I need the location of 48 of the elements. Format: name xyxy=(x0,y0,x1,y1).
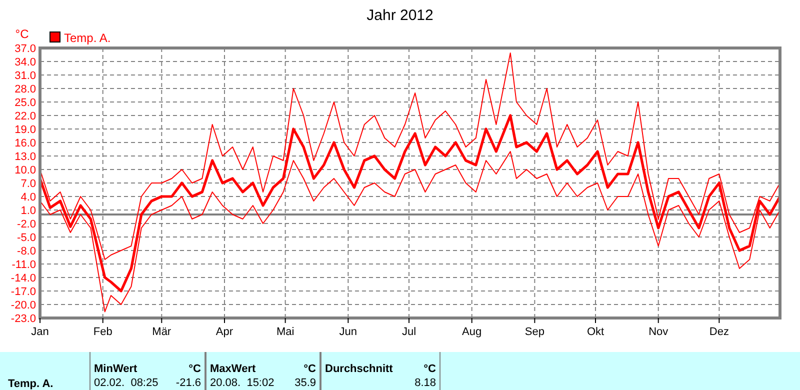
y-tick-label: -5.0 xyxy=(17,232,36,244)
y-tick-label: 28.0 xyxy=(14,84,36,96)
x-tick-label: Mär xyxy=(152,326,172,338)
y-tick-label: 25.0 xyxy=(14,97,36,109)
y-tick-label: 1.0 xyxy=(20,205,36,217)
text: -21.6 xyxy=(176,377,201,389)
text: Temp. A. xyxy=(8,378,54,390)
y-tick-label: 4.0 xyxy=(20,192,36,204)
text: 20.08. 15:02 xyxy=(210,377,274,389)
chart-title: Jahr 2012 xyxy=(366,7,434,24)
x-tick-label: Jul xyxy=(402,326,416,338)
text: Durchschnitt xyxy=(325,363,394,375)
y-tick-label: -20.0 xyxy=(10,300,36,312)
x-tick-label: Aug xyxy=(462,326,482,338)
x-tick-label: Sep xyxy=(524,326,544,338)
x-tick-label: Okt xyxy=(586,326,604,338)
y-tick-label: -11.0 xyxy=(12,259,36,271)
x-tick-label: Jun xyxy=(339,326,358,338)
text: °C xyxy=(304,363,316,375)
x-tick-label: Apr xyxy=(216,326,234,338)
y-tick-label: 31.0 xyxy=(14,70,36,82)
text: 8.18 xyxy=(414,377,436,389)
x-tick-label: Feb xyxy=(93,326,112,338)
y-tick-label: -8.0 xyxy=(17,246,36,258)
y-tick-label: -23.0 xyxy=(10,313,36,325)
y-tick-label: -17.0 xyxy=(10,286,36,298)
y-tick-label: 19.0 xyxy=(14,124,36,136)
text: MaxWert xyxy=(210,363,256,375)
y-tick-label: 10.0 xyxy=(14,164,36,176)
y-tick-label: 37.0 xyxy=(14,43,36,55)
y-tick-label: 34.0 xyxy=(14,56,36,68)
text: °C xyxy=(188,363,202,375)
legend-label: Temp. A. xyxy=(64,31,111,45)
x-tick-label: Nov xyxy=(648,326,669,338)
y-tick-label: 16.0 xyxy=(14,138,36,150)
text: 02.02. 08:25 xyxy=(94,377,158,389)
y-tick-label: 22.0 xyxy=(14,110,36,122)
y-tick-label: 7.0 xyxy=(20,178,36,190)
text: MinWert xyxy=(94,363,138,375)
y-tick-label: -2.0 xyxy=(17,218,36,230)
x-tick-label: Dez xyxy=(709,326,729,338)
y-axis-title: °C xyxy=(15,27,30,41)
y-tick-label: -14.0 xyxy=(10,272,36,284)
text: 35.9 xyxy=(294,377,316,389)
x-tick-label: Jan xyxy=(31,326,49,338)
x-tick-label: Mai xyxy=(276,326,294,338)
y-tick-label: 13.0 xyxy=(14,151,36,163)
text: °C xyxy=(424,363,436,375)
